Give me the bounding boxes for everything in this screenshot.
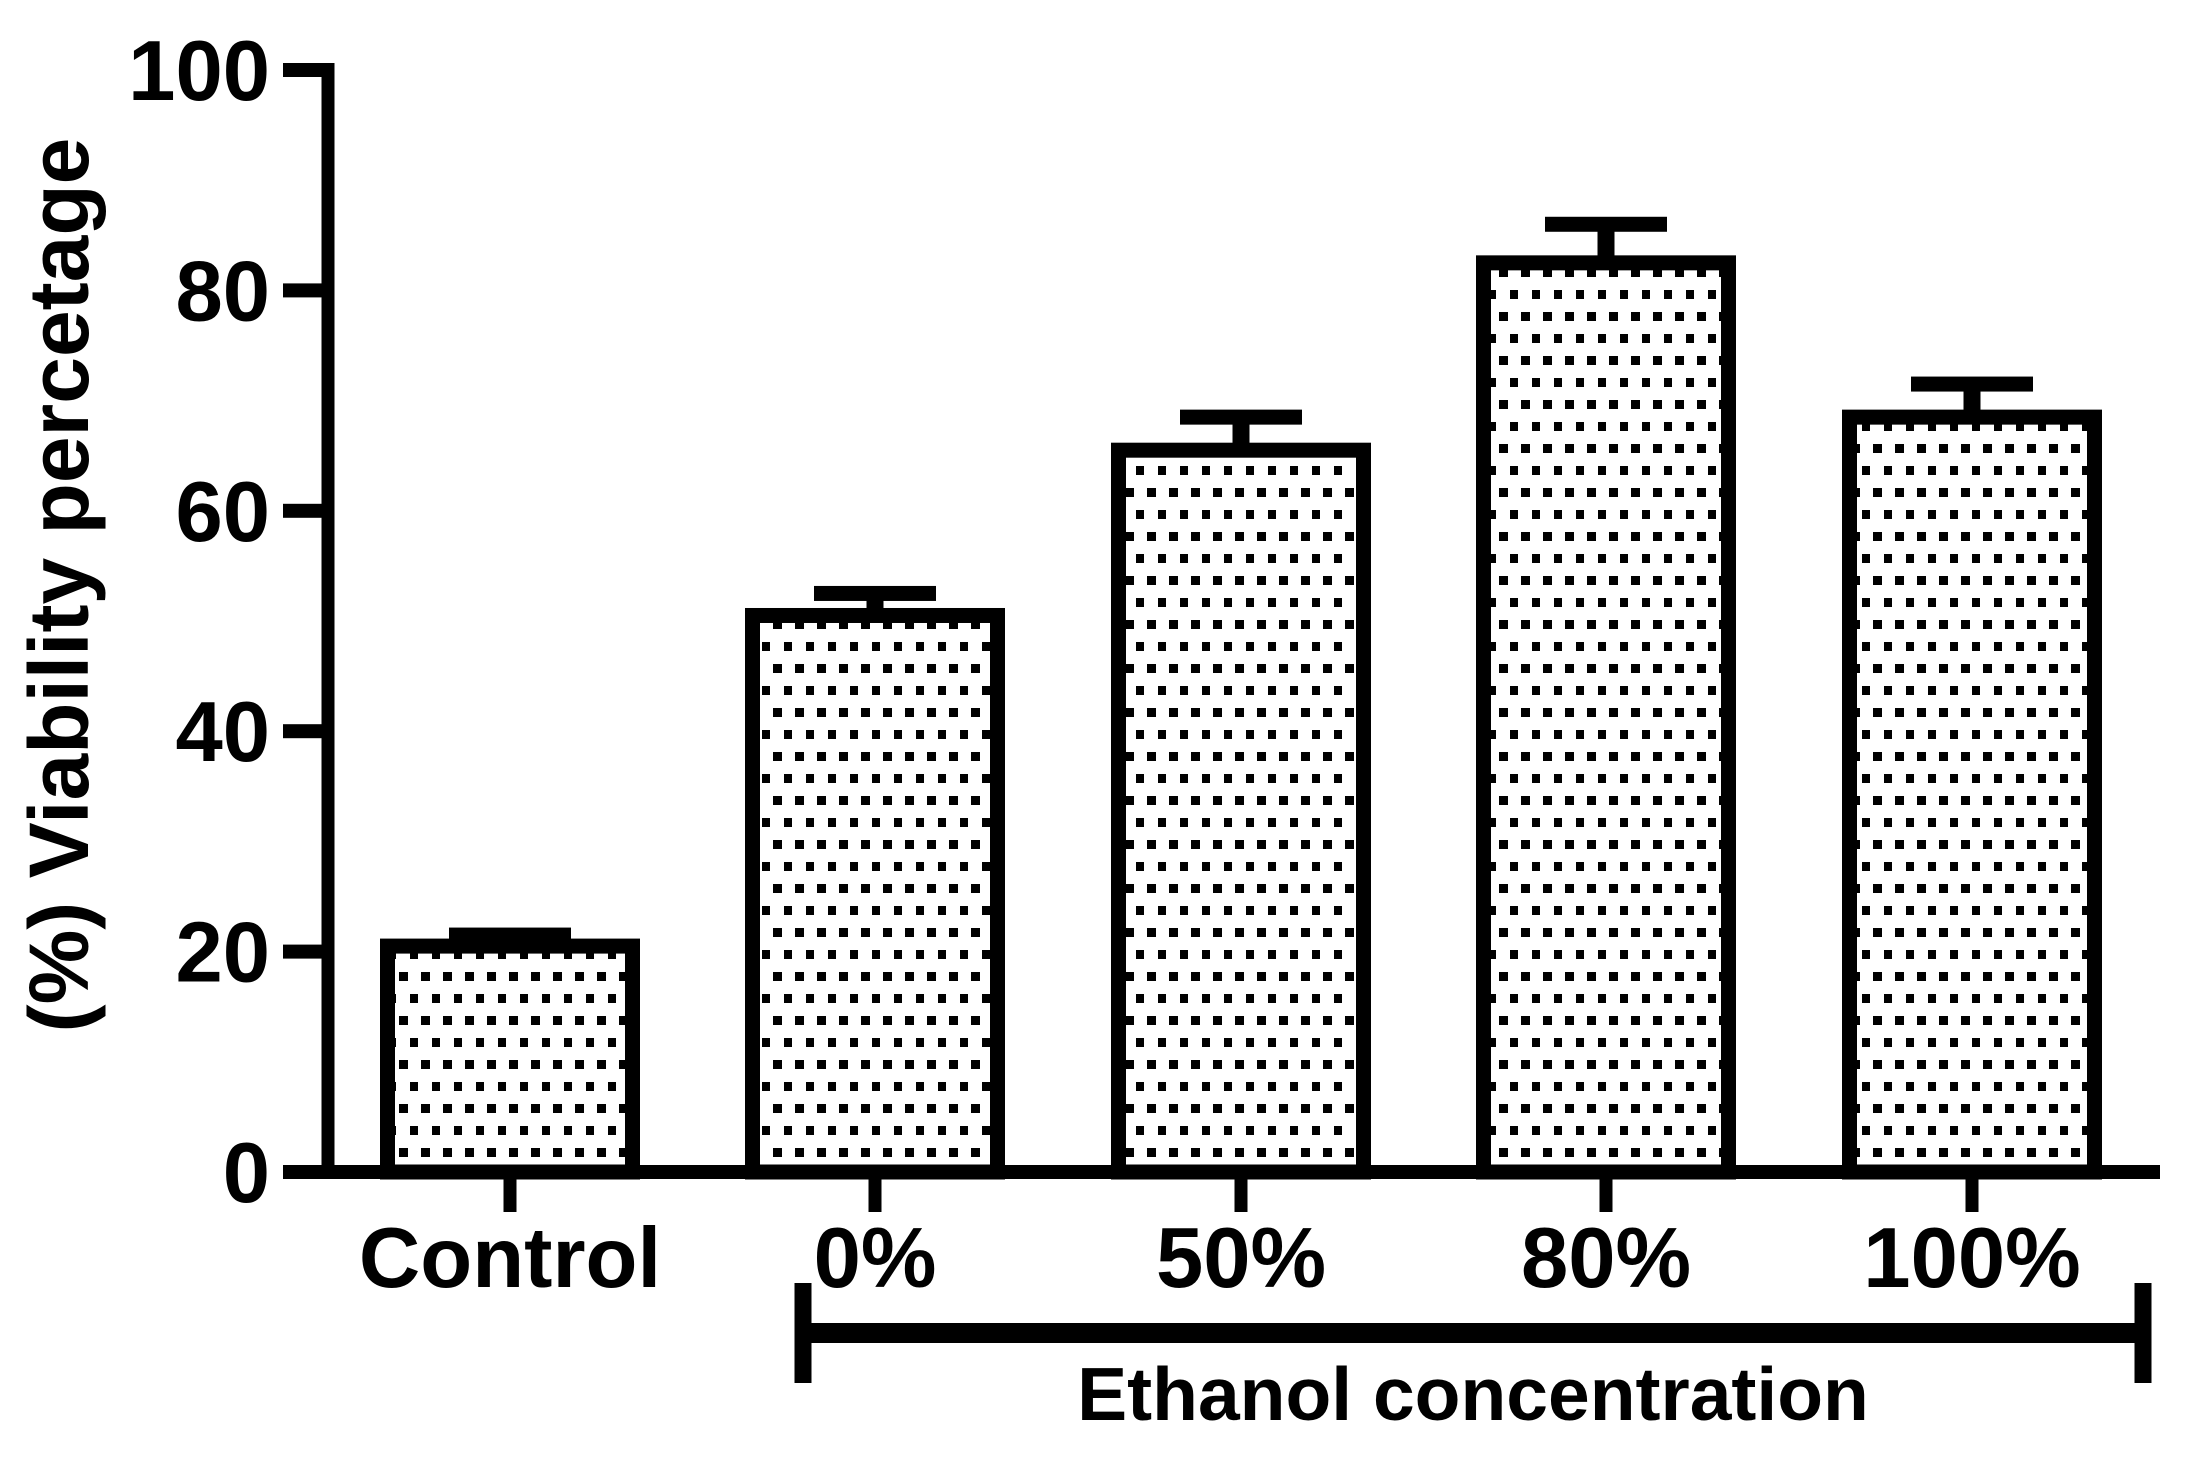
bar-group-control: Control: [359, 927, 661, 1306]
bracket-right-cap: [2134, 1283, 2152, 1383]
y-tick-20: [283, 944, 328, 959]
bar-100pct: [1842, 409, 2102, 1180]
bar-80pct: [1476, 255, 1736, 1180]
error-bar-cap-100pct: [1911, 376, 2033, 392]
x-category-label-0pct: 0%: [814, 1211, 937, 1306]
x-tick-100pct: [1965, 1179, 1979, 1212]
x-category-label-50pct: 50%: [1156, 1211, 1326, 1306]
y-tick-label-20: 20: [175, 906, 270, 1001]
error-bar-cap-0pct: [814, 585, 936, 601]
error-bar-cap-80pct: [1545, 216, 1667, 232]
bracket-left-cap: [794, 1283, 812, 1383]
y-tick-label-80: 80: [175, 244, 270, 339]
bracket-label: Ethanol concentration: [1077, 1352, 1869, 1436]
y-axis-line: [321, 63, 335, 1179]
y-tick-0: [283, 1165, 328, 1179]
y-tick-label-0: 0: [223, 1126, 270, 1221]
bar-group-100pct: 100%: [1842, 376, 2102, 1306]
bar-group-50pct: 50%: [1111, 409, 1371, 1306]
y-tick-60: [283, 503, 328, 518]
x-tick-0pct: [868, 1179, 882, 1212]
x-tick-80pct: [1599, 1179, 1613, 1212]
y-tick-label-100: 100: [128, 24, 270, 119]
bar-group-80pct: 80%: [1476, 216, 1736, 1306]
x-tick-control: [503, 1179, 517, 1212]
bracket-line: [803, 1323, 2143, 1343]
x-category-label-100pct: 100%: [1863, 1211, 2080, 1306]
y-tick-100: [283, 63, 328, 77]
y-tick-label-40: 40: [175, 685, 270, 780]
bar-control: [380, 938, 640, 1180]
x-category-label-80pct: 80%: [1521, 1211, 1691, 1306]
y-tick-label-60: 60: [175, 465, 270, 560]
bar-group-0pct: 0%: [745, 585, 1005, 1306]
x-category-label-control: Control: [359, 1211, 661, 1306]
bars-group: Control 0% 50% 80% 100%: [359, 216, 2102, 1306]
y-tick-40: [283, 724, 328, 739]
y-axis-ticks: 0 20 40 60 80 100: [128, 24, 328, 1221]
bar-50pct: [1111, 442, 1371, 1180]
x-tick-50pct: [1234, 1179, 1248, 1212]
error-bar-cap-50pct: [1180, 409, 1302, 425]
group-bracket: Ethanol concentration: [794, 1283, 2152, 1436]
bar-0pct: [745, 607, 1005, 1180]
y-tick-80: [283, 283, 328, 298]
y-axis-label: (%) Viability percetage: [12, 138, 106, 1033]
